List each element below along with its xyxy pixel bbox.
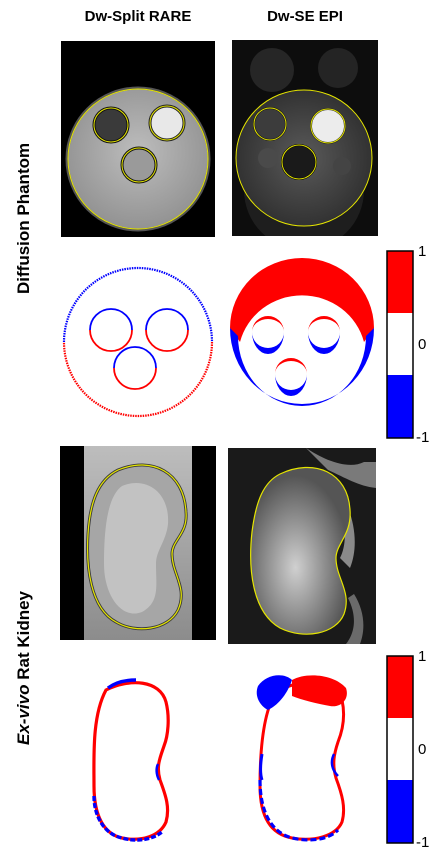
colorbar-kidney-min: -1 xyxy=(416,834,430,851)
phantom-split-rare-map xyxy=(62,266,214,418)
colorbar-kidney xyxy=(386,655,414,844)
kidney-split-rare-map xyxy=(92,678,170,842)
phantom-se-epi-image xyxy=(232,40,378,236)
colorbar-phantom-max: 1 xyxy=(418,243,427,260)
row-label-rat-kidney: Ex-vivo Rat Kidney xyxy=(14,591,34,745)
colorbar-phantom-min: -1 xyxy=(416,429,430,446)
colorbar-phantom xyxy=(386,250,414,439)
colorbar-kidney-mid: 0 xyxy=(418,741,427,758)
row-label-ex-vivo: Ex-vivo xyxy=(14,684,33,745)
kidney-se-epi-map xyxy=(256,675,347,842)
kidney-split-rare-image xyxy=(60,446,216,640)
row-label-diffusion-phantom: Diffusion Phantom xyxy=(14,142,33,294)
colorbar-kidney-max: 1 xyxy=(418,648,427,665)
phantom-se-epi-map xyxy=(230,258,374,406)
colorbar-phantom-mid: 0 xyxy=(418,336,427,353)
kidney-se-epi-image xyxy=(228,448,376,644)
row-label-rat-kidney-text: Rat Kidney xyxy=(14,590,33,685)
phantom-split-rare-image xyxy=(61,41,215,237)
column-title-se-epi: Dw-SE EPI xyxy=(267,8,343,25)
column-title-split-rare: Dw-Split RARE xyxy=(84,8,192,25)
